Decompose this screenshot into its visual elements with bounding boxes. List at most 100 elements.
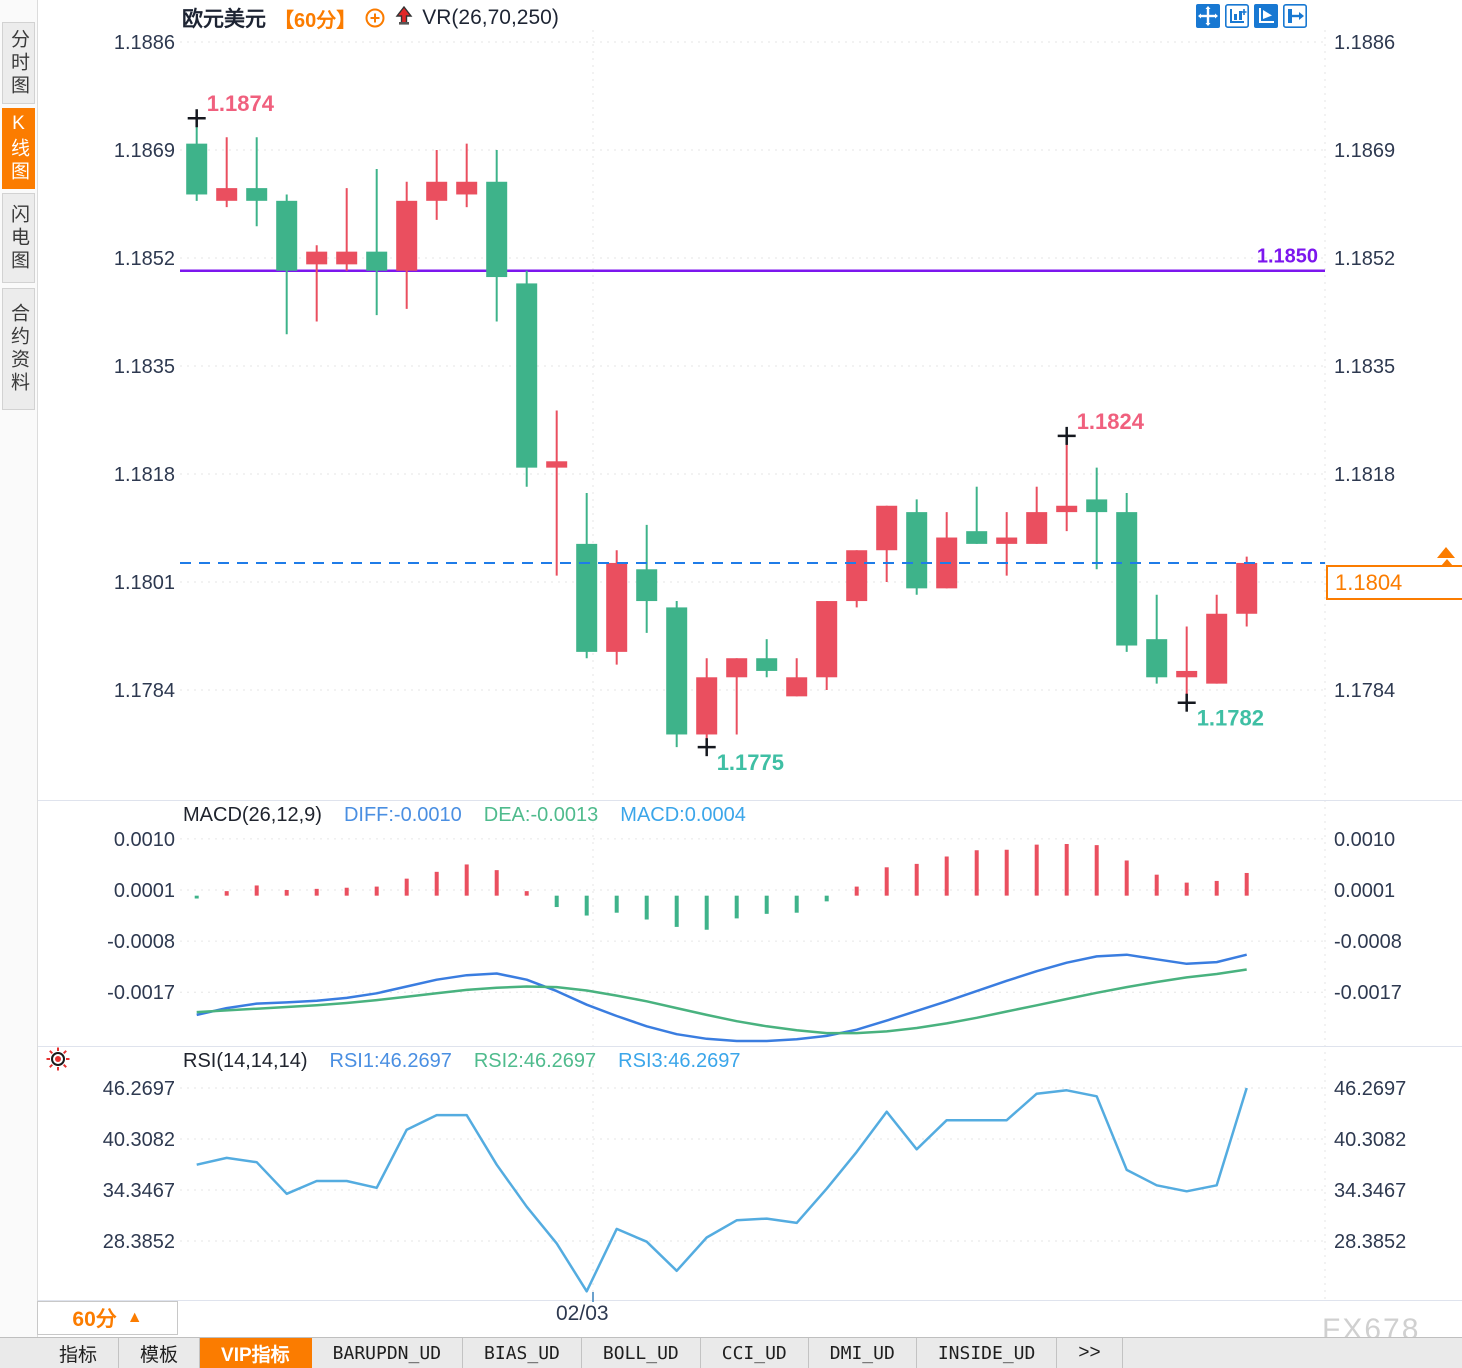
macd-axis-label: -0.0008 <box>107 931 175 953</box>
candle-body <box>1116 512 1138 646</box>
period-tag[interactable]: 【60分】 <box>274 9 357 32</box>
macd-header: MACD(26,12,9) DIFF:-0.0010 DEA:-0.0013 M… <box>183 804 746 827</box>
indicator-tab-2[interactable]: VIP指标 <box>200 1338 312 1368</box>
candle-body <box>1086 499 1108 513</box>
indicator-tabbar: 指标 模板 VIP指标 BARUPDN_UD BIAS_UD BOLL_UD CCI_UD D… <box>0 1337 1462 1368</box>
macd-axis-label: 0.0001 <box>1334 880 1395 902</box>
candle-body <box>456 181 478 195</box>
candle-body <box>696 677 718 735</box>
price-axis-label: 1.1886 <box>114 32 175 54</box>
rsi-axis-label: 28.3852 <box>103 1231 175 1253</box>
candle-body <box>306 251 328 265</box>
pan-icon[interactable] <box>1196 4 1220 28</box>
sidebar-item-1[interactable]: K线图 <box>2 108 35 189</box>
indicator-tab-4[interactable]: BIAS_UD <box>463 1338 582 1368</box>
candle-body <box>546 461 568 468</box>
price-axis-label: 1.1869 <box>114 140 175 162</box>
extreme-price-label: 1.1874 <box>207 91 275 116</box>
play-axis-icon[interactable] <box>1254 4 1278 28</box>
indicator-tab-8[interactable]: INSIDE_UD <box>917 1338 1058 1368</box>
rsi3-value: RSI3:46.2697 <box>618 1050 741 1072</box>
indicator-tab-0[interactable]: 指标 <box>38 1338 120 1368</box>
indicator-tab-5[interactable]: BOLL_UD <box>582 1338 701 1368</box>
extreme-price-label: 1.1775 <box>717 750 784 775</box>
candle-body <box>576 543 598 652</box>
macd-axis-label: -0.0017 <box>107 982 175 1004</box>
macd-axis-label: 0.0010 <box>114 829 175 851</box>
candle-body <box>816 601 838 678</box>
add-indicator-icon[interactable] <box>364 7 386 29</box>
chart-toolbar <box>1196 4 1307 28</box>
candle-body <box>1236 562 1258 614</box>
vr-indicator-label: VR(26,70,250) <box>422 6 559 29</box>
sidebar-item-2[interactable]: 闪电图 <box>2 193 35 283</box>
indicator-tab-6[interactable]: CCI_UD <box>701 1338 809 1368</box>
symbol-title: 欧元美元 <box>182 8 266 31</box>
rsi-axis-label: 34.3467 <box>1334 1180 1406 1202</box>
x-axis-date-label: 02/03 <box>556 1302 609 1325</box>
indicator-tab-7[interactable]: DMI_UD <box>809 1338 917 1368</box>
candle-body <box>1206 613 1228 684</box>
macd-diff-line <box>196 953 1247 1043</box>
rsi-axis-label: 46.2697 <box>103 1078 175 1100</box>
extreme-price-label: 1.1824 <box>1077 409 1145 434</box>
price-axis-label: 1.1886 <box>1334 32 1395 54</box>
export-icon[interactable] <box>1283 4 1307 28</box>
candle-body <box>996 537 1018 544</box>
macd-axis-label: 0.0001 <box>114 880 175 902</box>
candle-body <box>756 658 778 671</box>
candle-body <box>1026 512 1048 544</box>
indicator-settings-icon[interactable] <box>44 1045 72 1073</box>
price-axis-label: 1.1818 <box>1334 464 1395 486</box>
candle-body <box>516 283 538 468</box>
price-axis-label: 1.1818 <box>114 464 175 486</box>
candle-body <box>906 512 928 589</box>
candle-body <box>846 550 868 602</box>
period-arrow-icon: ▲ <box>126 1309 143 1326</box>
price-axis-label: 1.1784 <box>114 680 175 702</box>
rsi-axis-label: 40.3082 <box>1334 1129 1406 1151</box>
last-price-tag: 1.1804 <box>1326 565 1462 600</box>
period-selector[interactable]: 60分 ▲ <box>37 1301 178 1335</box>
macd-title: MACD(26,12,9) <box>183 804 322 826</box>
sidebar-item-0[interactable]: 分时图 <box>2 22 35 104</box>
price-axis-label: 1.1835 <box>114 356 175 378</box>
indicator-tab-3[interactable]: BARUPDN_UD <box>312 1338 464 1368</box>
up-arrow-icon <box>395 6 413 25</box>
price-up-marker-icon <box>1437 547 1455 558</box>
sidebar: 分时图 K线图闪电图合约资料 <box>0 0 38 1368</box>
rsi-axis-label: 46.2697 <box>1334 1078 1406 1100</box>
price-axis-label: 1.1801 <box>114 572 175 594</box>
extreme-price-label: 1.1782 <box>1197 706 1264 731</box>
rsi-axis-label: 40.3082 <box>103 1129 175 1151</box>
candle-body <box>666 607 688 735</box>
period-label: 60分 <box>72 1308 117 1331</box>
rsi-header: RSI(14,14,14) RSI1:46.2697 RSI2:46.2697 … <box>183 1050 741 1073</box>
price-axis-label: 1.1835 <box>1334 356 1395 378</box>
candle-body <box>1176 670 1198 678</box>
rsi-line <box>196 1087 1248 1293</box>
candle-body <box>426 181 448 201</box>
price-axis-label: 1.1852 <box>114 248 175 270</box>
macd-axis-label: -0.0008 <box>1334 931 1402 953</box>
candle-body <box>396 200 418 271</box>
candle-body <box>606 562 628 652</box>
rsi-axis-label: 34.3467 <box>103 1180 175 1202</box>
candle-body <box>336 251 358 265</box>
macd-axis-label: -0.0017 <box>1334 982 1402 1004</box>
axis-chart-icon[interactable] <box>1225 4 1249 28</box>
candle-body <box>246 188 268 201</box>
macd-diff-value: DIFF:-0.0010 <box>343 804 462 826</box>
support-line-label: 1.1850 <box>1257 246 1318 268</box>
candle-body <box>726 658 748 678</box>
indicator-tab-9[interactable]: >> <box>1057 1338 1123 1368</box>
sidebar-item-3[interactable]: 合约资料 <box>2 288 35 410</box>
price-up-marker2-icon <box>1441 559 1453 566</box>
candle-body <box>786 677 808 697</box>
macd-dea-line <box>196 968 1247 1035</box>
macd-axis-label: 0.0010 <box>1334 829 1395 851</box>
indicator-tab-1[interactable]: 模板 <box>119 1338 201 1368</box>
price-axis-label: 1.1852 <box>1334 248 1395 270</box>
